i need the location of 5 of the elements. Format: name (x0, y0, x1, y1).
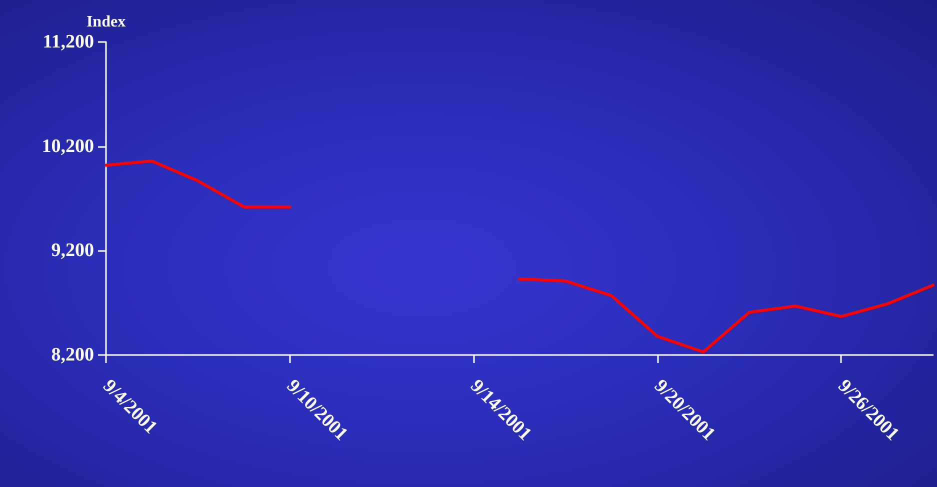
y-axis-title: Index (86, 14, 126, 30)
y-tick-label: 10,200 (42, 136, 94, 157)
y-tick-label: 8,200 (51, 344, 94, 366)
y-tick-label: 9,200 (51, 240, 94, 262)
y-tick-label: 11,200 (42, 32, 94, 52)
